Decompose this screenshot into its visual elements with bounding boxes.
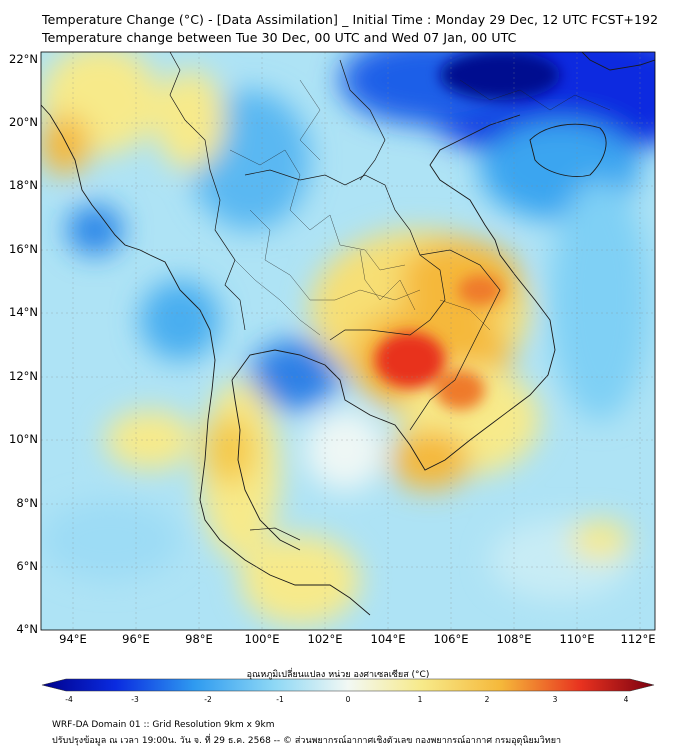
province-lines [229,79,611,336]
lon-label-94: 94°E [59,632,87,646]
graticule [41,52,655,630]
colorbar-bar [41,678,655,692]
lon-label-104: 104°E [370,632,406,646]
colorbar-tick: 1 [417,695,423,704]
lon-label-100: 100°E [244,632,280,646]
colorbar-tick: 0 [345,695,351,704]
lat-label-18: 18°N [9,178,38,192]
map-subtitle: Temperature change between Tue 30 Dec, 0… [42,30,517,45]
lon-label-112: 112°E [620,632,656,646]
lon-label-96: 96°E [122,632,150,646]
lon-label-110: 110°E [559,632,595,646]
colorbar-tick: 3 [552,695,558,704]
lat-label-4: 4°N [16,622,38,636]
lon-label-106: 106°E [433,632,469,646]
temperature-field [41,52,655,630]
lon-label-102: 102°E [307,632,343,646]
colorbar-tick: -2 [204,695,212,704]
colorbar-tick: -1 [276,695,284,704]
coastlines [41,52,655,616]
lon-label-98: 98°E [185,632,213,646]
colorbar-tick: -4 [65,695,73,704]
colorbar-tick: 4 [623,695,629,704]
colorbar-tick: -3 [131,695,139,704]
footer-credit: ปรับปรุงข้อมูล ณ เวลา 19:00น. วัน จ. ที่… [52,736,562,746]
lat-label-8: 8°N [16,496,38,510]
lat-label-16: 16°N [9,242,38,256]
lat-label-6: 6°N [16,559,38,573]
map-frame [40,51,656,631]
country-borders [169,52,501,541]
colorbar [41,678,655,692]
lat-label-20: 20°N [9,115,38,129]
colorbar-title: อุณหภูมิเปลี่ยนแปลง หน่วย องศาเซลเซียส (… [246,670,430,680]
map-title: Temperature Change (°C) - [Data Assimila… [42,12,659,27]
colorbar-tick: 2 [484,695,490,704]
lon-label-108: 108°E [496,632,532,646]
lat-label-10: 10°N [9,432,38,446]
footer-model-info: WRF-DA Domain 01 :: Grid Resolution 9km … [52,720,275,730]
lat-label-14: 14°N [9,305,38,319]
lat-label-12: 12°N [9,369,38,383]
lat-label-22: 22°N [9,52,38,66]
